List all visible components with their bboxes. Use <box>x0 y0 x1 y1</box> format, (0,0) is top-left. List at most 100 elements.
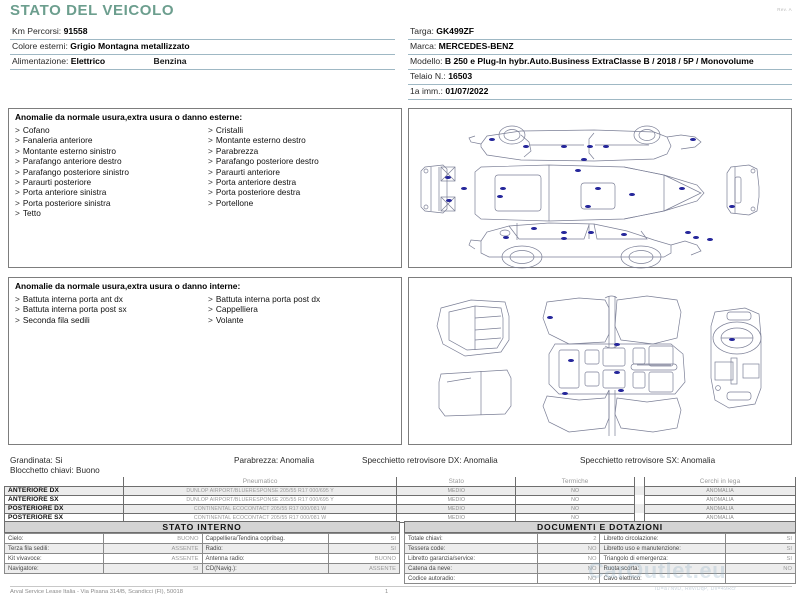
tyre-stato: MEDIO <box>396 485 517 496</box>
kv-value: ASSENTE <box>102 553 203 564</box>
damage-item: > Portellone <box>208 198 401 208</box>
prima-imm-value: 01/07/2022 <box>445 86 489 96</box>
status-grandinata-value: Si <box>55 456 63 465</box>
info-row-km: Km Percorsi: 91558 <box>10 25 395 40</box>
kv-value: 2 <box>536 533 601 544</box>
bullet-arrow-icon: > <box>15 187 20 198</box>
damage-item-label: Montante esterno sinistro <box>22 145 117 156</box>
damage-marker <box>629 193 635 197</box>
footer-page-number: 1 <box>385 589 389 595</box>
damage-item-label: Paraurti posteriore <box>22 177 92 188</box>
damage-marker <box>497 195 503 199</box>
damage-item-label: Parafango posteriore destro <box>215 156 319 167</box>
damage-item: > Battuta interna porta post dx <box>208 294 401 304</box>
tyre-termiche: NO <box>515 503 635 514</box>
status-parabrezza-value: Anomalia <box>279 456 315 465</box>
damage-item: > Seconda fila sedili <box>15 315 208 325</box>
tyre-gap <box>634 495 645 504</box>
damage-marker <box>588 231 594 235</box>
damage-item: > Parafango posteriore sinistro <box>15 167 208 177</box>
tyre-gap <box>634 486 645 495</box>
damage-item: > Paraurti anteriore <box>208 167 401 177</box>
damage-item-label: Cappelliera <box>215 304 258 315</box>
damage-item: > Porta posteriore sinistra <box>15 198 208 208</box>
alimentazione-value: Elettrico <box>70 56 106 66</box>
damage-item: > Cappelliera <box>208 304 401 314</box>
damage-item: > Battuta interna porta post sx <box>15 304 208 314</box>
damage-marker <box>685 231 691 235</box>
damage-marker <box>707 238 713 242</box>
tyre-termiche: NO <box>515 485 635 496</box>
bullet-arrow-icon: > <box>208 314 213 325</box>
damage-item: > Porta anteriore sinistra <box>15 187 208 197</box>
tyre-description: DUNLOP AIRPORT/BLUERESPONSE 205/55 R17 0… <box>122 494 398 505</box>
kv-label: Radio: <box>201 543 329 554</box>
table-row: Tessera code: NO Libretto uso e manutenz… <box>404 543 797 554</box>
internal-damage-col-1: > Battuta interna porta ant dx > Battuta i… <box>15 294 208 325</box>
damage-marker <box>547 316 553 320</box>
stato-interno-block: STATO INTERNO Cielo: BUONO Cappelliera/T… <box>4 521 401 574</box>
marca-label: Marca: <box>410 41 437 51</box>
bullet-arrow-icon: > <box>208 197 213 208</box>
status-grandinata-label: Grandinata: <box>10 456 53 465</box>
external-damage-title: Anomalie da normale usura,extra usura o … <box>15 112 243 122</box>
damage-item-label: Cristalli <box>215 125 244 135</box>
damage-marker <box>693 236 699 240</box>
bullet-arrow-icon: > <box>15 135 20 146</box>
damage-marker <box>587 145 593 149</box>
stato-interno-title: STATO INTERNO <box>4 521 400 533</box>
tyre-cerchi: ANOMALIA <box>644 485 796 496</box>
telaio-label: Telaio N.: <box>410 71 446 81</box>
damage-item: > Parafango anteriore destro <box>15 156 208 166</box>
kv-label: Kit vivavoce: <box>4 553 104 564</box>
internal-damage-title: Anomalie da normale usura,extra usura o … <box>15 281 241 291</box>
damage-item-label: Portellone <box>215 197 254 208</box>
footer-company: Arval Service Lease Italia - Via Pisana … <box>10 589 183 595</box>
tyre-stato: MEDIO <box>396 503 517 514</box>
table-row: Navigatore: SI CD(Navig.): ASSENTE <box>4 563 401 574</box>
tyre-cerchi: ANOMALIA <box>644 503 796 514</box>
damage-item-label: Battuta interna porta post dx <box>215 294 321 304</box>
damage-item: > Cristalli <box>208 125 401 135</box>
status-specchietto-dx-value: Anomalia <box>463 456 498 465</box>
table-row: ANTERIORE SX DUNLOP AIRPORT/BLUERESPONSE… <box>4 494 796 505</box>
damage-marker <box>618 389 624 393</box>
kv-value: NO <box>536 553 601 564</box>
tyres-header-stato: Stato <box>396 477 517 487</box>
status-specchietto-dx: Specchietto retrovisore DX: Anomalia <box>362 456 498 465</box>
damage-item: > Parafango posteriore destro <box>208 156 401 166</box>
table-row: Codice autoradio: NO Cavo elettrico: <box>404 573 797 584</box>
damage-marker <box>500 187 506 191</box>
footer: Arval Service Lease Italia - Via Pisana … <box>10 586 792 595</box>
tyre-termiche: NO <box>515 494 635 505</box>
marca-value: MERCEDES-BENZ <box>438 41 514 51</box>
damage-marker <box>581 158 587 162</box>
damage-item: > Cofano <box>15 125 208 135</box>
damage-item: > Fanaleria anteriore <box>15 135 208 145</box>
status-parabrezza: Parabrezza: Anomalia <box>234 456 314 465</box>
kv-value: SI <box>724 553 797 564</box>
table-row: Cielo: BUONO Cappelliera/Tendina copriba… <box>4 533 401 544</box>
status-blocchetto-chiavi: Blocchetto chiavi: Buono <box>10 466 100 475</box>
damage-marker <box>595 187 601 191</box>
damage-marker <box>562 392 568 396</box>
external-damage-col-2: > Cristalli > Montante esterno destro > Par… <box>208 125 401 219</box>
damage-item: > Parabrezza <box>208 146 401 156</box>
table-row: Kit vivavoce: ASSENTE Antenna radio: BUO… <box>4 553 401 564</box>
kv-value: SI <box>327 533 401 544</box>
damage-marker <box>561 145 567 149</box>
kv-label: Catena da neve: <box>404 563 538 574</box>
targa-value: GK499ZF <box>436 26 475 36</box>
kv-value: NO <box>536 563 601 574</box>
kv-label: Cavo elettrico: <box>599 573 726 584</box>
bullet-arrow-icon: > <box>208 177 213 188</box>
info-row-prima-immatricolazione: 1a imm.: 01/07/2022 <box>408 85 792 100</box>
kv-value: SI <box>724 533 797 544</box>
info-row-telaio: Telaio N.: 16503 <box>408 70 792 85</box>
interior-vehicle-diagram <box>436 295 762 436</box>
damage-marker <box>503 236 509 240</box>
bullet-arrow-icon: > <box>208 156 213 167</box>
exterior-diagram-panel <box>408 108 792 269</box>
damage-marker <box>679 187 685 191</box>
